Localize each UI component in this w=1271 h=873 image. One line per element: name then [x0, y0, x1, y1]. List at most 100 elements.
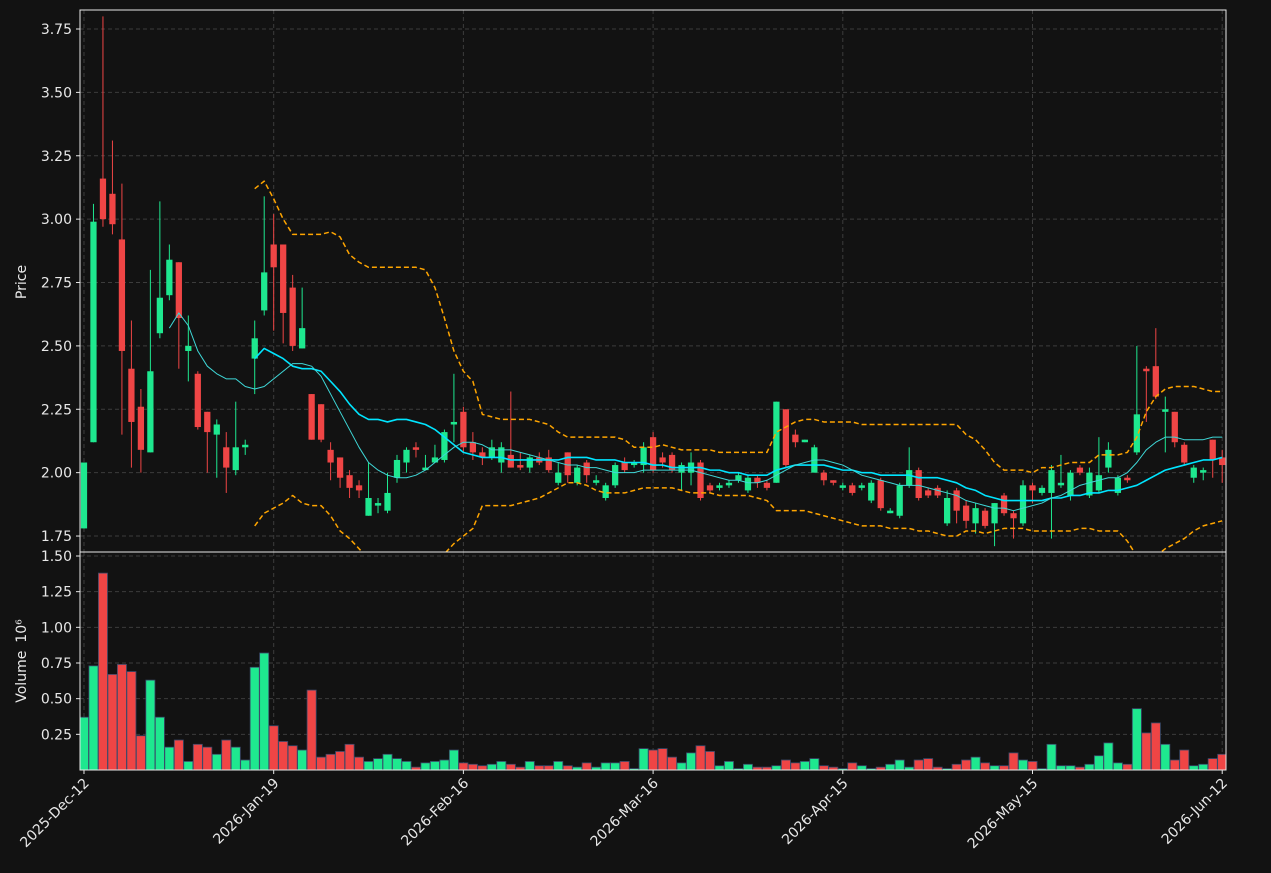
- volume-bar: [1179, 749, 1190, 770]
- candle-body: [1105, 449, 1112, 468]
- candle-body: [412, 447, 420, 450]
- candle-body: [1038, 487, 1046, 493]
- volume-bar: [1122, 763, 1133, 770]
- candle-body: [602, 485, 609, 499]
- candle-body: [1171, 411, 1178, 443]
- candle-body: [251, 338, 258, 359]
- candle-body: [716, 485, 723, 488]
- volume-bar: [1188, 765, 1199, 770]
- volume-bar: [885, 763, 896, 770]
- candle-body: [725, 482, 733, 486]
- candle-body: [1181, 444, 1188, 463]
- candle-body: [593, 480, 600, 483]
- indicator-line: [168, 312, 1223, 512]
- y-tick-label: 2.75: [41, 276, 72, 292]
- candle-body: [270, 244, 277, 268]
- candle-body: [1219, 457, 1226, 466]
- candle-body: [507, 454, 514, 468]
- candle-body: [1000, 495, 1008, 514]
- candle-body: [1076, 467, 1084, 473]
- candle-body: [1152, 366, 1159, 397]
- y-tick-label: 1.00: [41, 620, 72, 636]
- candle-body: [659, 457, 666, 463]
- y-tick-label: 3.25: [41, 149, 72, 165]
- volume-bar: [211, 753, 222, 770]
- volume-bar: [1056, 765, 1066, 770]
- volume-bar: [1065, 765, 1076, 770]
- y-tick-label: 3.50: [41, 85, 72, 101]
- candle-body: [336, 457, 344, 478]
- volume-bar: [1198, 763, 1209, 770]
- volume-bar: [524, 761, 535, 770]
- volume-bar: [543, 765, 554, 770]
- candle-body: [678, 465, 685, 473]
- volume-bar: [970, 756, 981, 770]
- volume-bar: [164, 746, 175, 770]
- candle-body: [1029, 485, 1036, 491]
- volume-bar: [439, 759, 450, 770]
- candle-body: [147, 371, 154, 453]
- volume-bar: [486, 763, 497, 770]
- volume-bar: [1008, 752, 1019, 770]
- candle-body: [517, 465, 524, 468]
- candle-body: [80, 462, 88, 529]
- candle-body: [887, 510, 894, 514]
- candle-body: [706, 485, 714, 491]
- plot-area: [80, 572, 1226, 770]
- candle-body: [431, 457, 439, 463]
- volume-multiplier: 10⁶: [14, 619, 30, 643]
- candle-body: [1086, 472, 1093, 496]
- candle-body: [223, 447, 230, 468]
- candle-body: [1048, 470, 1055, 493]
- candle-body: [450, 421, 458, 425]
- candle-body: [1019, 485, 1027, 524]
- volume-bar: [126, 671, 137, 770]
- volume-bar: [98, 572, 108, 770]
- volume-bar: [287, 745, 298, 770]
- volume-bar: [202, 746, 213, 770]
- candle-body: [896, 485, 903, 516]
- candle-body: [1162, 409, 1169, 412]
- volume-bar: [676, 762, 687, 770]
- candle-body: [469, 442, 477, 453]
- volume-bar: [1141, 732, 1152, 770]
- candle-body: [441, 432, 448, 460]
- volume-bar: [448, 749, 459, 770]
- candle-body: [820, 472, 827, 481]
- volume-bar: [714, 765, 725, 770]
- volume-bar: [913, 759, 924, 770]
- candle-body: [460, 411, 467, 448]
- volume-bar: [316, 756, 327, 770]
- volume-bar: [221, 739, 232, 770]
- candle-body: [991, 503, 998, 524]
- candle-body: [1124, 477, 1131, 481]
- candle-body: [925, 490, 932, 496]
- candle-body: [830, 480, 837, 483]
- candle-body: [906, 470, 913, 486]
- volume-bar: [534, 765, 545, 770]
- volume-bar: [458, 762, 469, 770]
- candle-body: [1133, 414, 1140, 453]
- volume-bar: [145, 679, 156, 770]
- volume-bar: [610, 762, 621, 770]
- candle-body: [858, 485, 865, 488]
- candle-body: [1067, 472, 1074, 496]
- candle-body: [317, 404, 325, 440]
- volume-bar: [467, 763, 478, 770]
- volume-bar: [173, 739, 184, 770]
- volume-bar: [88, 665, 99, 770]
- plot-area: [80, 16, 1226, 552]
- candle-body: [1010, 513, 1017, 519]
- y-tick-label: 0.50: [41, 692, 72, 708]
- volume-bar: [989, 765, 1000, 770]
- volume-bar: [742, 763, 753, 770]
- candle-body: [792, 434, 799, 443]
- y-tick-label: 2.50: [41, 339, 72, 355]
- volume-bar: [429, 761, 440, 770]
- volume-bar: [1018, 759, 1028, 770]
- candle-body: [934, 487, 941, 496]
- y-tick-label: 1.75: [41, 529, 72, 545]
- volume-bar: [790, 762, 801, 770]
- candle-body: [1057, 482, 1065, 486]
